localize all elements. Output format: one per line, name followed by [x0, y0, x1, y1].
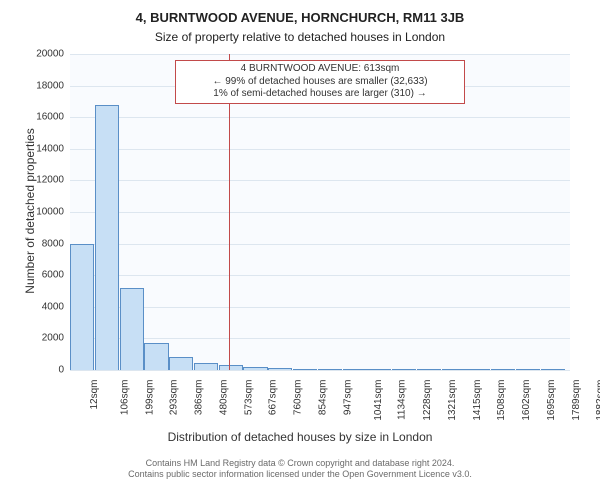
plot-area: 4 BURNTWOOD AVENUE: 613sqm← 99% of detac… [70, 54, 570, 370]
histogram-bar [169, 357, 193, 370]
gridline [70, 54, 570, 55]
x-tick-label: 1789sqm [571, 380, 582, 421]
histogram-bar [516, 369, 540, 370]
histogram-bar [268, 368, 292, 370]
x-tick-label: 760sqm [293, 380, 304, 416]
y-tick-label: 14000 [0, 143, 64, 154]
histogram-bar [70, 244, 94, 370]
gridline [70, 275, 570, 276]
histogram-bar [367, 369, 391, 370]
y-tick-label: 4000 [0, 301, 64, 312]
gridline [70, 370, 570, 371]
attribution: Contains HM Land Registry data © Crown c… [0, 458, 600, 481]
x-tick-label: 1041sqm [373, 380, 384, 421]
x-tick-label: 1321sqm [447, 380, 458, 421]
gridline [70, 180, 570, 181]
histogram-bar [144, 343, 168, 370]
y-tick-label: 10000 [0, 207, 64, 218]
histogram-bar [417, 369, 441, 370]
y-tick-label: 16000 [0, 112, 64, 123]
histogram-bar [541, 369, 565, 370]
x-axis-label: Distribution of detached houses by size … [0, 430, 600, 444]
x-tick-label: 573sqm [243, 380, 254, 416]
x-tick-label: 106sqm [119, 380, 130, 416]
y-tick-label: 6000 [0, 270, 64, 281]
histogram-bar [392, 369, 416, 370]
gridline [70, 338, 570, 339]
histogram-bar [243, 367, 267, 370]
y-tick-label: 0 [0, 365, 64, 376]
histogram-bar [120, 288, 144, 370]
x-tick-label: 1882sqm [595, 380, 600, 421]
histogram-bar [466, 369, 490, 370]
y-tick-label: 12000 [0, 175, 64, 186]
x-tick-label: 1508sqm [496, 380, 507, 421]
annotation-box: 4 BURNTWOOD AVENUE: 613sqm← 99% of detac… [175, 60, 465, 104]
x-tick-label: 947sqm [342, 380, 353, 416]
x-tick-label: 1602sqm [521, 380, 532, 421]
x-tick-label: 386sqm [194, 380, 205, 416]
histogram-bar [293, 369, 317, 370]
x-tick-label: 1695sqm [546, 380, 557, 421]
gridline [70, 117, 570, 118]
y-tick-label: 8000 [0, 238, 64, 249]
histogram-bar [219, 365, 243, 370]
gridline [70, 244, 570, 245]
y-tick-label: 18000 [0, 80, 64, 91]
annotation-line2: ← 99% of detached houses are smaller (32… [182, 76, 458, 89]
chart-container: 4, BURNTWOOD AVENUE, HORNCHURCH, RM11 3J… [0, 0, 600, 500]
histogram-bar [343, 369, 367, 370]
x-tick-label: 1134sqm [397, 380, 408, 420]
x-tick-label: 854sqm [318, 380, 329, 416]
annotation-line3: 1% of semi-detached houses are larger (3… [182, 88, 458, 101]
histogram-bar [442, 369, 466, 370]
y-tick-label: 2000 [0, 333, 64, 344]
histogram-bar [194, 363, 218, 370]
chart-subtitle: Size of property relative to detached ho… [0, 30, 600, 44]
x-tick-label: 199sqm [144, 380, 155, 416]
x-tick-label: 480sqm [219, 380, 230, 416]
x-tick-label: 667sqm [268, 380, 279, 416]
y-tick-label: 20000 [0, 49, 64, 60]
x-tick-label: 1415sqm [472, 380, 483, 421]
x-tick-label: 293sqm [169, 380, 180, 416]
annotation-line1: 4 BURNTWOOD AVENUE: 613sqm [182, 63, 458, 76]
gridline [70, 149, 570, 150]
histogram-bar [318, 369, 342, 370]
attribution-line2: Contains public sector information licen… [128, 469, 472, 479]
gridline [70, 307, 570, 308]
x-tick-label: 12sqm [89, 380, 100, 410]
histogram-bar [95, 105, 119, 370]
chart-title: 4, BURNTWOOD AVENUE, HORNCHURCH, RM11 3J… [0, 10, 600, 25]
histogram-bar [491, 369, 515, 370]
x-tick-label: 1228sqm [422, 380, 433, 421]
gridline [70, 212, 570, 213]
attribution-line1: Contains HM Land Registry data © Crown c… [146, 458, 455, 468]
